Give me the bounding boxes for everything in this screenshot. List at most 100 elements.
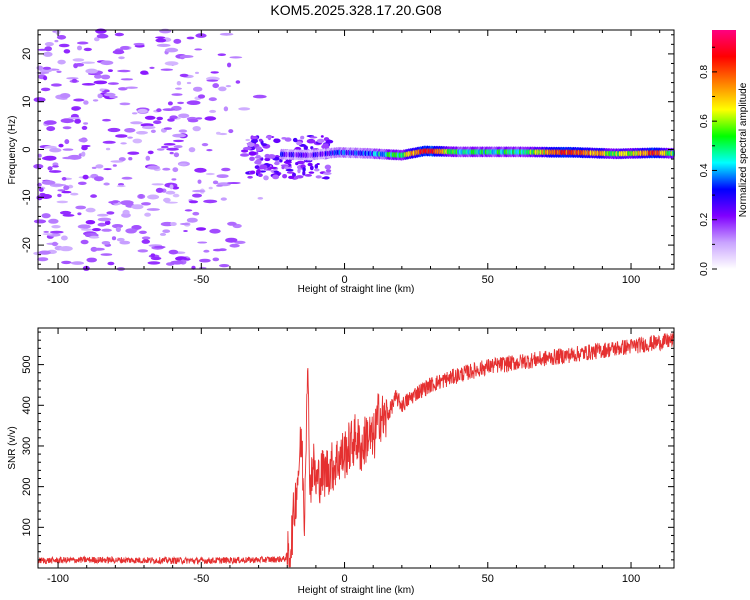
noise-blob [120, 200, 134, 206]
noise-blob [197, 241, 208, 244]
noise-blob [303, 145, 308, 150]
noise-blob [248, 151, 257, 156]
noise-blob [60, 118, 74, 124]
noise-blob [194, 167, 207, 173]
noise-blob [86, 257, 97, 263]
noise-blob [172, 167, 179, 173]
noise-blob [238, 107, 251, 111]
noise-blob [156, 43, 171, 48]
noise-blob [150, 253, 156, 257]
snr-plot-area [37, 332, 675, 568]
noise-blob [206, 79, 219, 82]
noise-blob [186, 36, 195, 40]
noise-blob [309, 165, 314, 171]
noise-blob [316, 138, 325, 143]
noise-blob [247, 142, 255, 147]
noise-blob [43, 51, 53, 57]
noise-blob [197, 179, 202, 184]
noise-blob [225, 237, 238, 243]
noise-blob [229, 243, 240, 248]
figure-title: KOM5.2025.328.17.20.G08 [270, 2, 441, 18]
noise-blob [163, 143, 176, 146]
noise-blob [147, 194, 160, 200]
noise-blob [91, 166, 97, 169]
noise-blob [61, 190, 72, 194]
noise-blob [131, 204, 144, 210]
noise-blob [41, 213, 51, 219]
noise-blob [162, 167, 171, 171]
noise-blob [120, 142, 127, 145]
noise-blob [101, 228, 112, 232]
noise-blob [285, 168, 294, 172]
noise-blob [78, 138, 88, 143]
noise-blob [215, 184, 224, 187]
noise-blob [188, 200, 199, 204]
noise-blob [178, 163, 188, 166]
y-tick-label: 200 [21, 477, 33, 495]
noise-blob [59, 93, 71, 99]
snr-frame [37, 327, 675, 569]
y-tick-label: 10 [21, 96, 33, 108]
noise-blob [122, 209, 130, 215]
noise-blob [49, 148, 62, 153]
spectrogram-xlabel: Height of straight line (km) [298, 284, 415, 295]
noise-blob [212, 180, 219, 185]
noise-blob [105, 147, 111, 151]
noise-blob [62, 214, 75, 217]
noise-blob [296, 160, 305, 165]
noise-blob [153, 120, 162, 125]
noise-blob [80, 239, 89, 245]
noise-blob [168, 249, 179, 255]
noise-blob [66, 77, 79, 80]
noise-blob [111, 236, 117, 241]
noise-blob [195, 117, 203, 120]
noise-blob [101, 241, 111, 245]
noise-blob [197, 94, 206, 99]
noise-blob [204, 116, 217, 121]
noise-blob [140, 70, 149, 75]
noise-blob [100, 253, 113, 256]
noise-blob [103, 168, 112, 171]
noise-blob [38, 250, 51, 255]
noise-blob [162, 108, 176, 111]
x-tick-label: -100 [47, 573, 69, 585]
noise-blob [159, 28, 172, 34]
noise-blob [59, 210, 72, 215]
noise-blob [118, 157, 126, 162]
y-tick-label: 400 [21, 396, 33, 414]
colorbar: 0.0 0.2 0.4 0.6 0.8 Normalized spectral ampl… [699, 30, 749, 276]
noise-blob [96, 213, 109, 217]
noise-blob [109, 95, 118, 99]
noise-blob [160, 221, 174, 227]
noise-blob [217, 53, 226, 56]
noise-blob [286, 171, 294, 174]
noise-blob [195, 227, 207, 231]
noise-blob [124, 128, 136, 133]
noise-blob [247, 175, 253, 179]
noise-blob [52, 162, 59, 166]
noise-blob [42, 233, 53, 236]
noise-blob [274, 161, 280, 166]
noise-blob [43, 230, 50, 233]
noise-blob [44, 42, 54, 47]
noise-blob [186, 217, 198, 223]
noise-blob [85, 220, 96, 225]
noise-blob [75, 205, 87, 210]
noise-blob [171, 178, 177, 181]
noise-blob [216, 131, 221, 135]
noise-blob [156, 108, 162, 113]
noise-blob [141, 239, 150, 244]
noise-blob [250, 170, 256, 175]
y-tick-label: 500 [21, 355, 33, 373]
noise-blob [97, 94, 103, 99]
noise-blob [48, 170, 62, 173]
noise-blob [33, 97, 46, 103]
noise-blob [163, 197, 171, 203]
noise-blob [194, 48, 203, 51]
noise-blob [81, 61, 95, 64]
noise-blob [282, 174, 288, 179]
noise-blob [141, 202, 151, 206]
snr-panel: -100 -50 0 50 100 100 200 300 400 500 Height of s… [7, 327, 675, 596]
noise-blob [119, 240, 131, 245]
